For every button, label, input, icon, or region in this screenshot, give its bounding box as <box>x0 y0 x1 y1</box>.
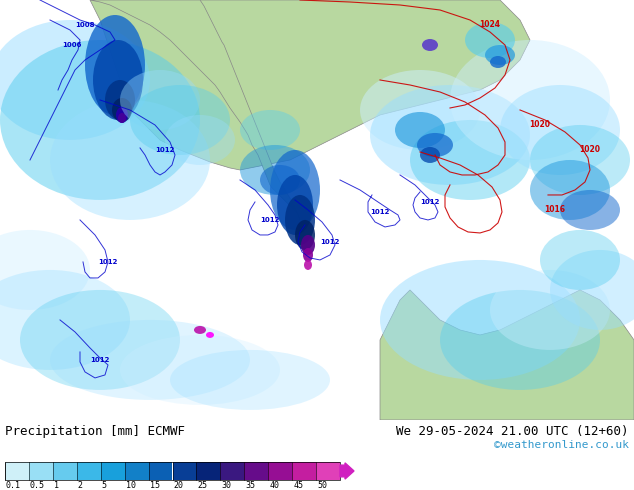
Text: 1012: 1012 <box>420 199 440 205</box>
Bar <box>101 462 125 480</box>
Bar <box>148 462 172 480</box>
Ellipse shape <box>0 270 130 370</box>
Ellipse shape <box>370 85 530 185</box>
Ellipse shape <box>130 85 230 155</box>
Ellipse shape <box>410 120 530 200</box>
Ellipse shape <box>295 220 315 250</box>
Ellipse shape <box>93 40 143 120</box>
Text: 35: 35 <box>245 481 256 490</box>
Ellipse shape <box>0 230 90 310</box>
Text: 15: 15 <box>150 481 160 490</box>
Bar <box>5 462 340 480</box>
Ellipse shape <box>116 107 128 123</box>
Ellipse shape <box>530 160 610 220</box>
Ellipse shape <box>485 45 515 65</box>
Text: 1012: 1012 <box>261 217 280 223</box>
Ellipse shape <box>540 230 620 290</box>
Polygon shape <box>90 0 530 170</box>
Bar <box>125 462 148 480</box>
Ellipse shape <box>420 147 440 163</box>
Text: 1012: 1012 <box>90 357 110 363</box>
Ellipse shape <box>500 85 620 175</box>
Bar <box>5 462 29 480</box>
Bar <box>244 462 268 480</box>
Ellipse shape <box>112 98 132 122</box>
Ellipse shape <box>395 112 445 148</box>
Ellipse shape <box>285 195 315 245</box>
Text: 25: 25 <box>197 481 207 490</box>
Ellipse shape <box>465 22 515 58</box>
Ellipse shape <box>550 250 634 330</box>
Ellipse shape <box>0 40 200 200</box>
Ellipse shape <box>50 320 250 400</box>
Ellipse shape <box>530 125 630 195</box>
Text: 5: 5 <box>101 481 107 490</box>
Ellipse shape <box>303 248 313 262</box>
Ellipse shape <box>490 270 610 350</box>
Text: 1012: 1012 <box>370 209 390 215</box>
Ellipse shape <box>85 15 145 115</box>
Text: 1012: 1012 <box>98 259 118 265</box>
Text: 30: 30 <box>221 481 231 490</box>
Text: 1020: 1020 <box>529 121 550 129</box>
Text: 1020: 1020 <box>579 146 600 154</box>
Ellipse shape <box>304 260 312 270</box>
Text: We 29-05-2024 21.00 UTC (12+60): We 29-05-2024 21.00 UTC (12+60) <box>396 425 629 438</box>
Polygon shape <box>380 290 634 420</box>
Ellipse shape <box>490 56 506 68</box>
Ellipse shape <box>417 133 453 157</box>
Ellipse shape <box>105 80 135 120</box>
Text: 0.5: 0.5 <box>30 481 45 490</box>
Text: 1016: 1016 <box>545 205 566 215</box>
Text: 50: 50 <box>317 481 327 490</box>
Text: 1024: 1024 <box>479 21 500 29</box>
Ellipse shape <box>240 110 300 150</box>
Ellipse shape <box>380 260 580 380</box>
Ellipse shape <box>120 70 200 130</box>
FancyArrow shape <box>340 463 354 479</box>
Ellipse shape <box>50 100 210 220</box>
Text: 10: 10 <box>126 481 136 490</box>
Ellipse shape <box>360 70 480 150</box>
Ellipse shape <box>270 150 320 230</box>
Bar <box>29 462 53 480</box>
Ellipse shape <box>277 175 313 235</box>
Bar <box>197 462 221 480</box>
Bar <box>53 462 77 480</box>
Bar <box>316 462 340 480</box>
Ellipse shape <box>422 39 438 51</box>
Ellipse shape <box>194 326 206 334</box>
Bar <box>172 462 197 480</box>
Text: 0.1: 0.1 <box>6 481 21 490</box>
Text: 1008: 1008 <box>75 22 94 28</box>
Ellipse shape <box>165 115 235 165</box>
Text: 2: 2 <box>78 481 83 490</box>
Ellipse shape <box>440 290 600 390</box>
Ellipse shape <box>120 335 280 405</box>
Bar <box>221 462 244 480</box>
Ellipse shape <box>206 332 214 338</box>
Ellipse shape <box>560 190 620 230</box>
Text: Precipitation [mm] ECMWF: Precipitation [mm] ECMWF <box>5 425 185 438</box>
Text: 20: 20 <box>174 481 183 490</box>
Text: 1: 1 <box>54 481 59 490</box>
Text: 45: 45 <box>293 481 303 490</box>
Ellipse shape <box>260 165 300 195</box>
Ellipse shape <box>118 113 126 123</box>
Ellipse shape <box>301 235 315 255</box>
Ellipse shape <box>0 20 150 140</box>
Text: ©weatheronline.co.uk: ©weatheronline.co.uk <box>494 440 629 450</box>
Bar <box>292 462 316 480</box>
Ellipse shape <box>170 350 330 410</box>
Polygon shape <box>90 0 300 220</box>
Text: 1012: 1012 <box>320 239 340 245</box>
Ellipse shape <box>240 145 310 195</box>
Text: 40: 40 <box>269 481 279 490</box>
Text: 1006: 1006 <box>62 42 82 48</box>
Bar <box>268 462 292 480</box>
Bar <box>77 462 101 480</box>
Text: 1012: 1012 <box>155 147 175 153</box>
Ellipse shape <box>20 290 180 390</box>
Ellipse shape <box>450 40 610 160</box>
